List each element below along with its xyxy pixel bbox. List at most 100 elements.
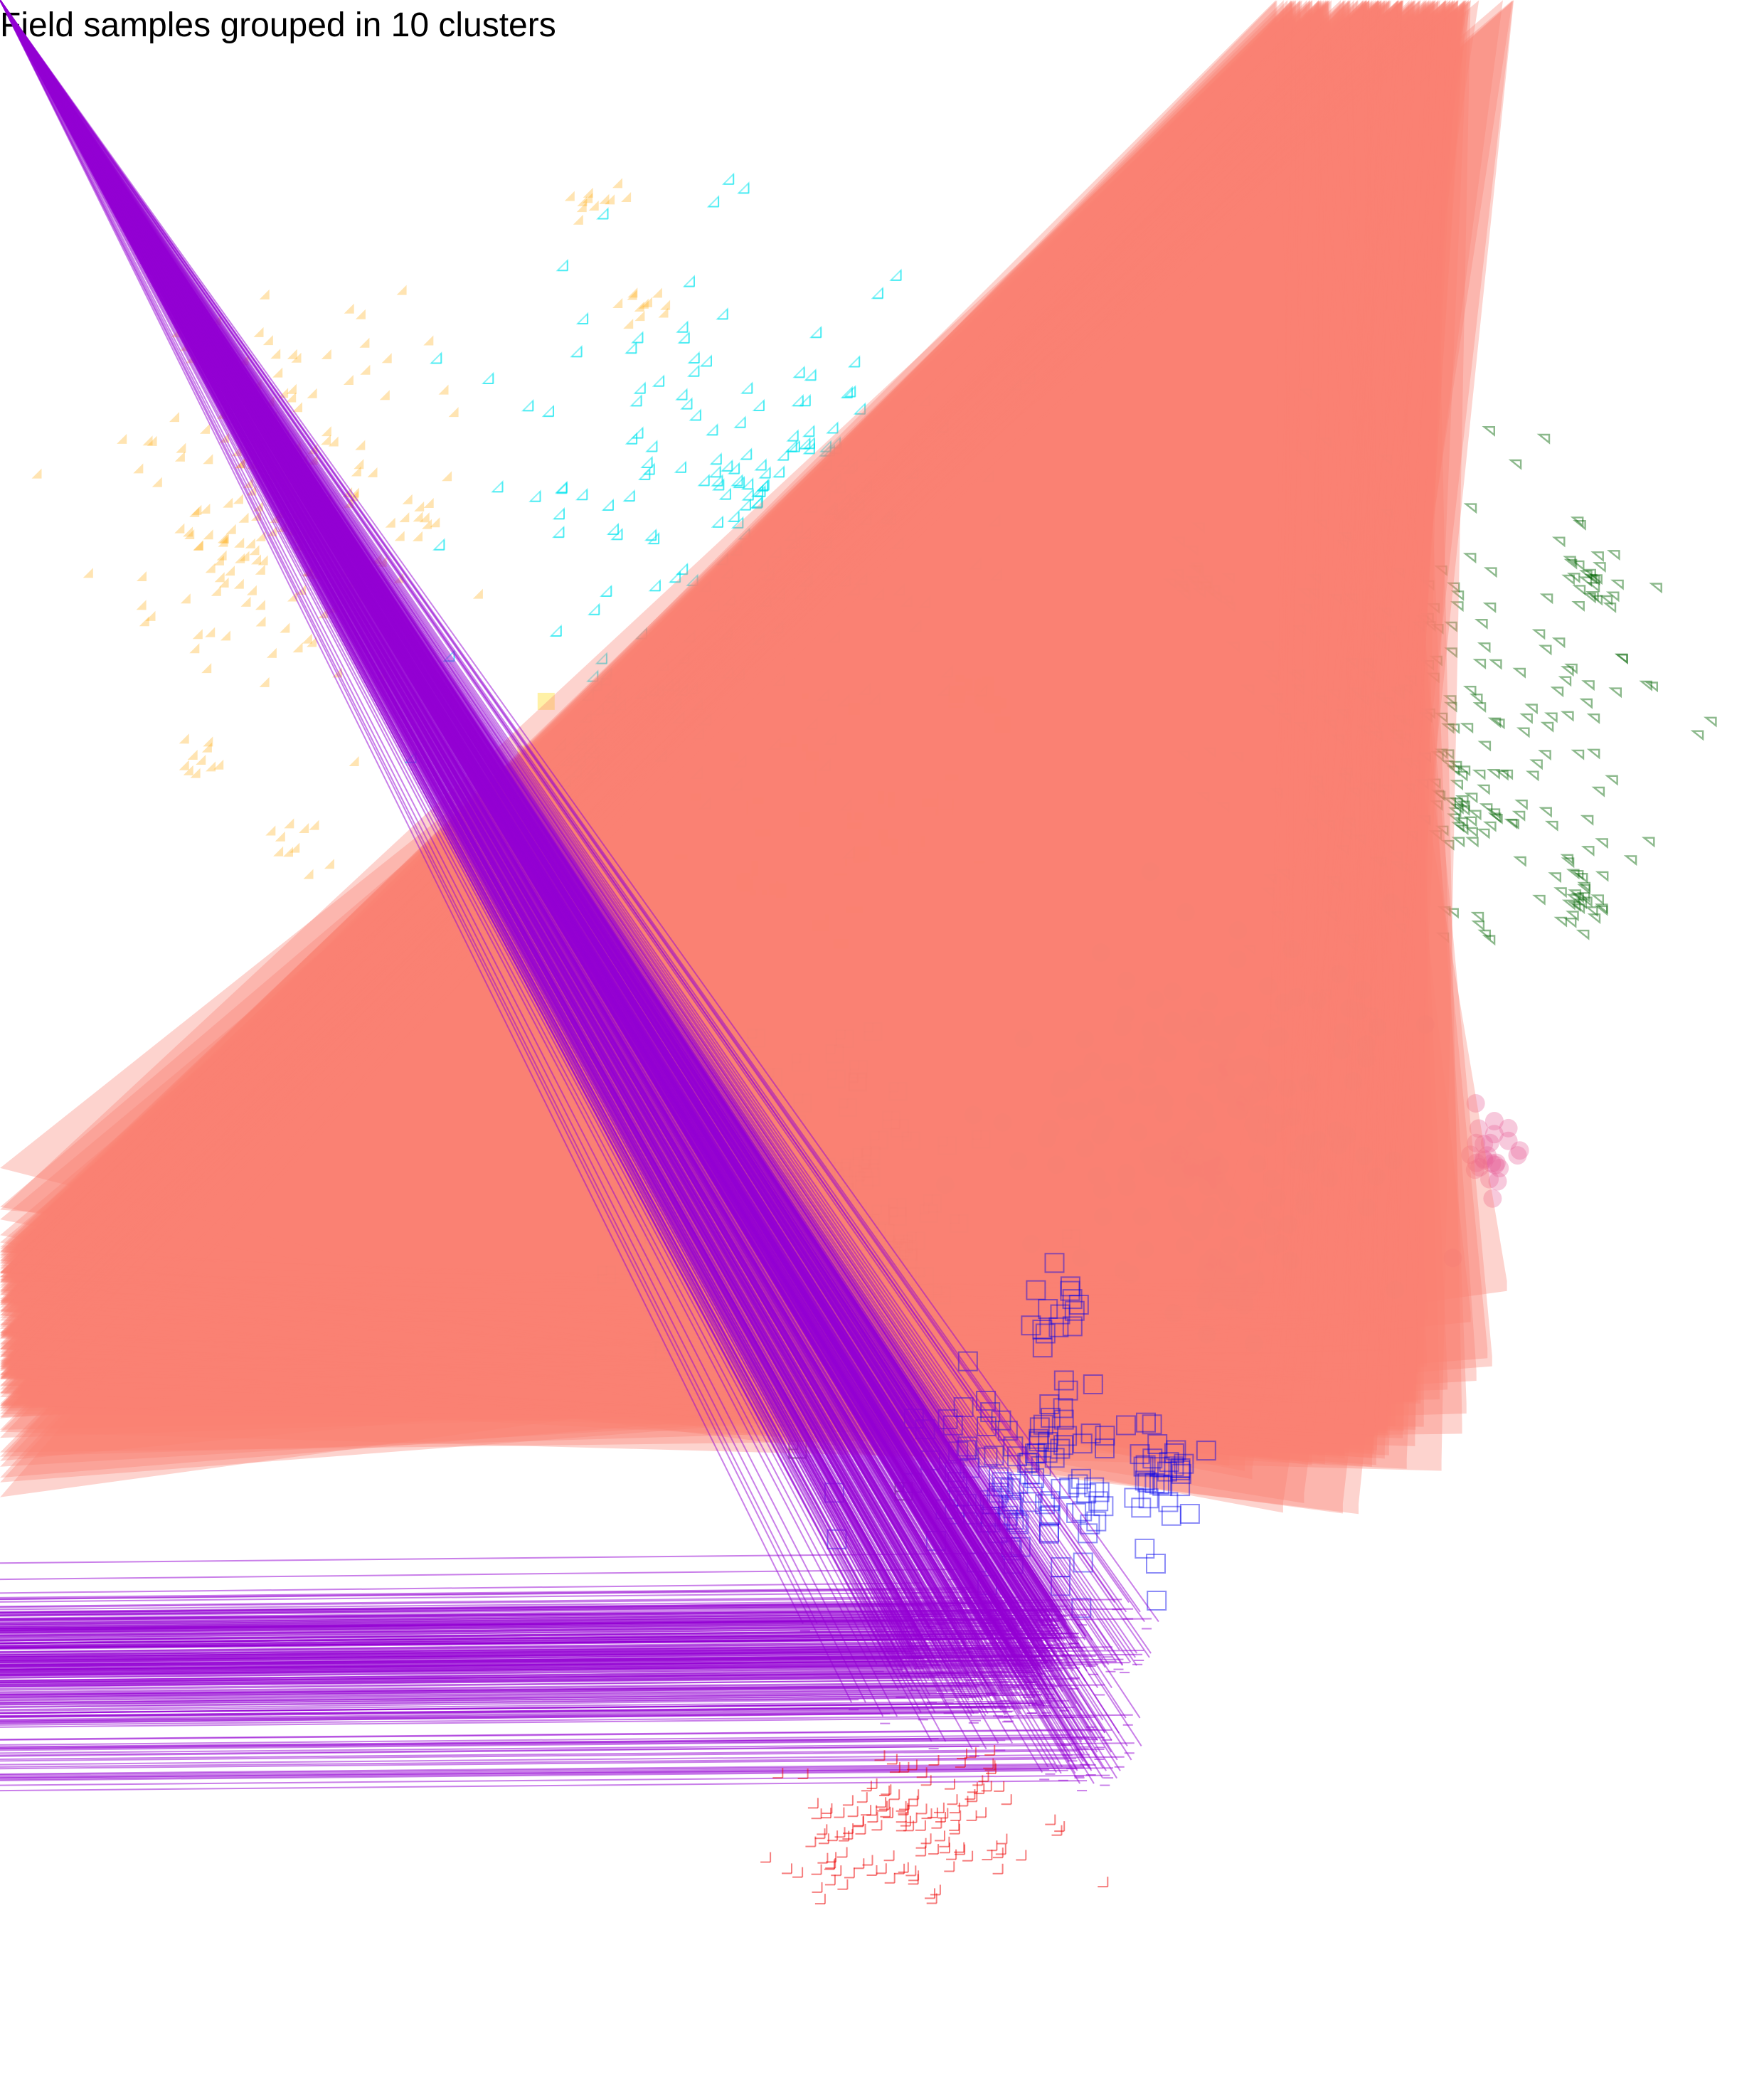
data-point [0, 0, 1297, 1297]
data-point [1297, 604, 1312, 615]
data-point [321, 349, 331, 359]
data-point [1444, 647, 1457, 659]
data-point [590, 679, 602, 691]
data-point [1544, 712, 1558, 723]
data-point [999, 671, 1017, 689]
data-point [1390, 737, 1404, 748]
data-point [1400, 718, 1413, 730]
data-point [989, 568, 1002, 581]
data-point [1044, 1448, 1065, 1468]
data-point [1418, 712, 1433, 723]
data-point [1053, 1370, 1074, 1391]
data-point [995, 1844, 1006, 1855]
data-point [1175, 1236, 1194, 1255]
data-point [824, 903, 842, 921]
data-point [1572, 585, 1586, 596]
data-point [1391, 568, 1405, 578]
data-point [1242, 945, 1256, 956]
data-point [1303, 818, 1317, 829]
data-point [0, 0, 1469, 1469]
data-point [1437, 906, 1451, 917]
data-point [0, 0, 1415, 1416]
data-point [1329, 1135, 1349, 1155]
data-point [637, 467, 651, 480]
data-point [1176, 1170, 1195, 1189]
data-point [1139, 1146, 1159, 1165]
data-point [1021, 1315, 1041, 1336]
data-point [837, 694, 850, 706]
data-point [1187, 565, 1201, 576]
data-point [442, 471, 452, 482]
data-point [957, 1749, 967, 1759]
data-point [270, 349, 281, 359]
data-point [923, 1194, 942, 1213]
data-point [1226, 1100, 1245, 1119]
data-point [0, 0, 1401, 1401]
data-point [1240, 684, 1255, 696]
data-point [0, 0, 911, 1670]
data-point [1211, 1024, 1230, 1044]
data-point [597, 1266, 616, 1285]
data-point [1282, 1108, 1302, 1127]
data-point [716, 553, 728, 566]
data-point [1344, 593, 1358, 605]
data-point [982, 666, 999, 684]
data-point [1380, 697, 1393, 709]
data-point [286, 383, 297, 394]
data-point [1244, 1115, 1263, 1135]
data-point [1112, 1017, 1132, 1036]
data-point [883, 1807, 894, 1818]
data-point [1276, 869, 1290, 881]
data-point [949, 1823, 960, 1835]
data-point [847, 583, 860, 595]
data-point [593, 726, 607, 740]
data-point [750, 484, 764, 497]
data-point [843, 385, 856, 398]
data-point [1138, 1488, 1159, 1509]
data-point [690, 783, 708, 801]
data-point [828, 436, 841, 449]
data-point [1164, 1443, 1184, 1463]
data-point [884, 1872, 896, 1884]
data-point [1248, 1057, 1267, 1076]
data-point [1434, 712, 1448, 723]
data-point [0, 0, 1425, 1425]
data-point [1279, 1214, 1298, 1234]
data-point [977, 676, 994, 694]
data-point [1641, 837, 1655, 848]
data-point [1467, 1153, 1486, 1172]
data-point [1199, 1115, 1218, 1134]
data-point [551, 525, 565, 539]
data-point [1295, 1197, 1314, 1216]
data-point [1434, 565, 1447, 576]
data-point [846, 906, 864, 924]
data-point [668, 570, 681, 583]
data-point [878, 829, 896, 847]
data-point [1574, 872, 1588, 884]
data-point [1210, 1066, 1229, 1086]
data-point [908, 620, 922, 632]
data-point [1262, 1216, 1281, 1236]
data-point [1044, 1253, 1065, 1273]
data-point [1514, 799, 1528, 810]
data-point [848, 698, 866, 716]
data-point [698, 797, 711, 810]
data-point [842, 1795, 854, 1806]
data-point [994, 815, 1011, 833]
data-point [1339, 767, 1353, 778]
data-point [716, 307, 728, 320]
data-point [1243, 1221, 1262, 1240]
data-point [1487, 1153, 1506, 1172]
data-point [1243, 1086, 1262, 1105]
data-point [1170, 1458, 1191, 1478]
data-point [1495, 770, 1509, 781]
data-point [983, 1758, 994, 1769]
data-point [1206, 585, 1221, 596]
data-point [1333, 1022, 1352, 1041]
data-point [0, 0, 1396, 1386]
data-point [1046, 689, 1063, 707]
data-point [907, 1796, 918, 1807]
data-point [1184, 1157, 1203, 1177]
data-point [235, 553, 245, 563]
data-point [824, 1859, 835, 1870]
